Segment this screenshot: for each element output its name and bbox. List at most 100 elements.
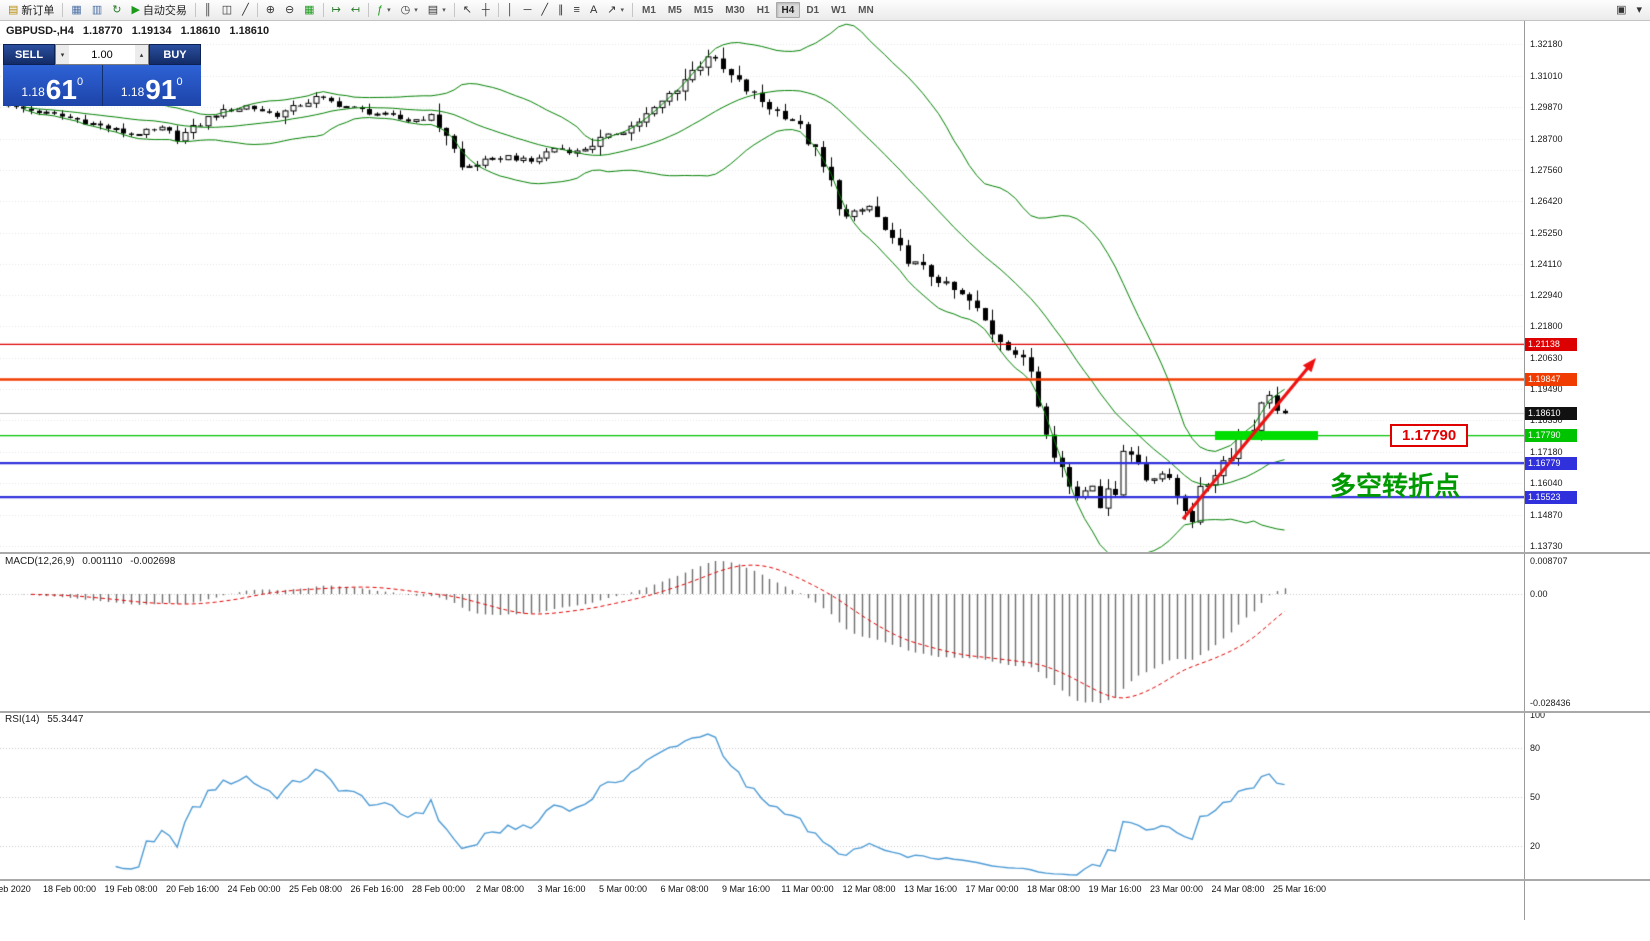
candlestick-button[interactable]: ◫	[217, 1, 237, 19]
timeframe-d1-button[interactable]: D1	[800, 2, 825, 18]
time-label: 28 Feb 00:00	[411, 884, 466, 894]
toolbar-separator	[453, 3, 455, 17]
price-tick: 1.13730	[1530, 541, 1563, 551]
vertical-line-button[interactable]: │	[502, 1, 519, 19]
profiles-button[interactable]: ▥	[87, 1, 107, 19]
auto-scroll-button[interactable]: ↦	[327, 1, 346, 19]
cursor-icon: ↖	[462, 3, 472, 16]
macd-value-main: 0.001110	[82, 556, 123, 567]
timeframe-w1-button[interactable]: W1	[825, 2, 852, 18]
price-callout-label[interactable]: 1.17790	[1390, 424, 1469, 447]
new-order-icon: ▤	[8, 3, 19, 16]
time-label: 11 Mar 00:00	[781, 884, 834, 894]
toolbar-separator	[368, 3, 370, 17]
toolbar-extra-1[interactable]: ▣	[1611, 1, 1631, 19]
line-chart-icon: ╱	[242, 3, 249, 16]
time-label: 20 Feb 16:00	[165, 884, 220, 894]
timeframe-m5-button[interactable]: M5	[662, 2, 688, 18]
autotrading-button[interactable]: ▶ 自动交易	[126, 1, 191, 19]
clock-icon: ◷	[400, 3, 411, 16]
new-order-button[interactable]: ▤ 新订单	[3, 1, 59, 19]
price-tick: 1.22940	[1530, 290, 1563, 301]
chart-shift-icon: ↤	[350, 3, 361, 16]
buy-button[interactable]: BUY	[149, 44, 201, 65]
price-tick: 1.16040	[1530, 478, 1563, 489]
horizontal-line-button[interactable]: ─	[519, 1, 537, 19]
channel-button[interactable]: ∥	[553, 1, 569, 19]
timeframe-h1-button[interactable]: H1	[751, 2, 776, 18]
timeframe-m30-button[interactable]: M30	[719, 2, 750, 18]
auto-scroll-icon: ↦	[331, 3, 341, 16]
time-label: 25 Mar 16:00	[1272, 884, 1327, 894]
zoom-in-button[interactable]: ⊕	[261, 1, 280, 19]
panel-separator-macd[interactable]	[0, 552, 1650, 554]
price-tick: 1.17180	[1530, 447, 1563, 458]
price-tick: 1.31010	[1530, 70, 1563, 81]
rsi-scale-tick: 20	[1530, 840, 1541, 851]
timeframe-m1-button[interactable]: M1	[636, 2, 662, 18]
sell-price: 1.18 61 0	[3, 65, 103, 106]
refresh-icon: ↻	[112, 3, 122, 16]
sell-price-big: 61	[45, 74, 77, 106]
ohlc-low: 1.18610	[180, 25, 221, 37]
macd-scale-tick: 0.008707	[1530, 556, 1568, 566]
crosshair-icon: ┼	[481, 3, 490, 16]
line-chart-button[interactable]: ╱	[237, 1, 254, 19]
toolbar-extra-2[interactable]: ▾	[1631, 1, 1647, 19]
panel-separator-rsi[interactable]	[0, 711, 1650, 713]
chart-shift-button[interactable]: ↤	[346, 1, 365, 19]
price-level-tag: 1.17790	[1525, 429, 1577, 443]
dropdown-caret-icon: ▾	[442, 7, 446, 14]
rsi-label: RSI(14)	[5, 714, 40, 725]
price-scale[interactable]: 1.32180 1.31010 1.29870 1.28700 1.27560 1.264…	[1524, 21, 1650, 920]
autotrading-icon: ▶	[131, 3, 140, 16]
rsi-value: 55.3447	[47, 714, 84, 725]
timeframe-h4-button[interactable]: H4	[775, 2, 801, 18]
ohlc-high: 1.19134	[131, 25, 172, 37]
bar-chart-button[interactable]: ║	[199, 1, 217, 19]
time-label: 9 Mar 16:00	[721, 884, 771, 894]
templates-button[interactable]: ▤ ▾	[423, 1, 451, 19]
pin-icon: ▣	[1616, 3, 1627, 16]
one-click-trading-panel: SELL ▾ ▴ BUY 1.18 61 0 1.18 91 0	[3, 44, 201, 106]
price-level-tag: 1.15523	[1525, 490, 1577, 504]
refresh-button[interactable]: ↻	[107, 1, 126, 19]
zoom-out-button[interactable]: ⊖	[280, 1, 299, 19]
volume-decrease-button[interactable]: ▾	[56, 45, 69, 64]
trendline-button[interactable]: ╱	[536, 1, 553, 19]
time-label: 12 Mar 08:00	[842, 884, 896, 894]
ohlc-close: 1.18610	[229, 25, 270, 37]
periods-button[interactable]: ◷ ▾	[396, 1, 423, 19]
autotrading-button-label: 自动交易	[142, 5, 187, 17]
sell-price-prefix: 1.18	[21, 85, 45, 99]
fibonacci-icon: ≡	[573, 3, 580, 16]
price-tick: 1.29870	[1530, 101, 1563, 112]
fibonacci-button[interactable]: ≡	[569, 1, 585, 19]
bar-chart-icon: ║	[203, 3, 212, 16]
arrows-button[interactable]: ↗ ▾	[602, 1, 629, 19]
panel-separator-timeaxis[interactable]	[0, 879, 1650, 881]
rsi-scale-tick: 80	[1530, 743, 1541, 753]
indicators-button[interactable]: ƒ ▾	[372, 1, 396, 19]
turning-point-annotation[interactable]: 多空转折点	[1330, 471, 1461, 501]
time-axis[interactable]: 4 Feb 2020 18 Feb 00:00 19 Feb 08:00 20 Feb…	[0, 881, 1524, 898]
price-tick: 1.28700	[1530, 133, 1563, 144]
rsi-scale-tick: 50	[1530, 791, 1541, 802]
volume-input[interactable]	[69, 45, 135, 64]
new-chart-icon: ▦	[71, 3, 82, 16]
tile-windows-button[interactable]: ▦	[299, 1, 319, 19]
crosshair-button[interactable]: ┼	[477, 1, 495, 19]
sell-button[interactable]: SELL	[3, 44, 55, 65]
new-chart-button[interactable]: ▦	[66, 1, 86, 19]
volume-increase-button[interactable]: ▴	[135, 45, 148, 64]
timeframe-m15-button[interactable]: M15	[688, 2, 719, 18]
cursor-button[interactable]: ↖	[458, 1, 477, 19]
price-tick: 1.14870	[1530, 509, 1563, 520]
zoom-out-icon: ⊖	[284, 3, 295, 16]
time-label: 24 Feb 00:00	[227, 884, 281, 894]
text-button[interactable]: A	[585, 1, 602, 19]
timeframe-mn-button[interactable]: MN	[852, 2, 880, 18]
buy-price-prefix: 1.18	[120, 85, 145, 99]
template-icon: ▤	[427, 3, 439, 16]
